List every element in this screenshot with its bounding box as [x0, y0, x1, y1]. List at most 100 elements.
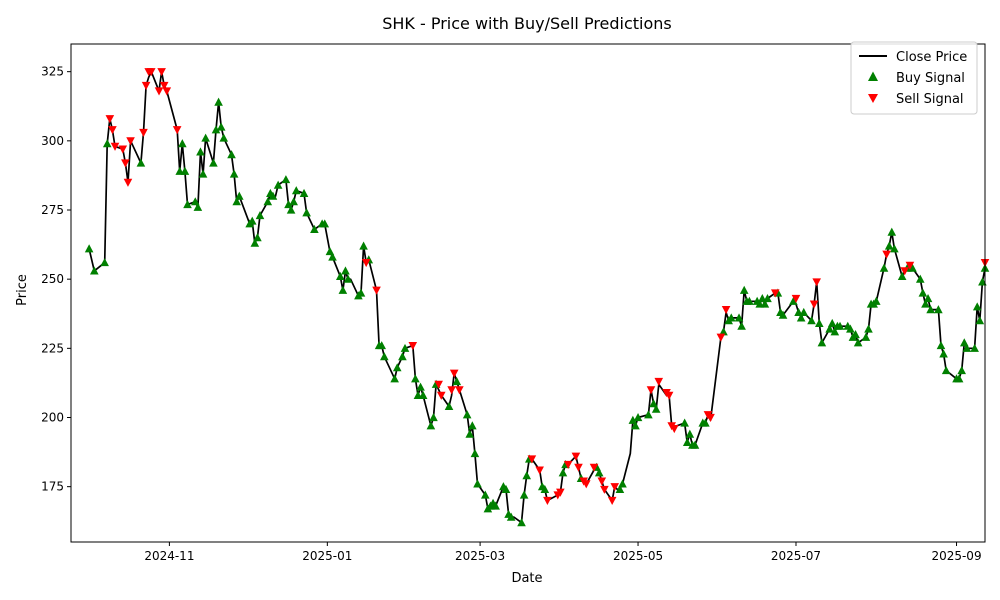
sell-signal-marker: [434, 380, 443, 389]
buy-signal-marker: [594, 468, 604, 477]
buy-signal-marker: [631, 421, 640, 430]
buy-signal-marker: [897, 271, 907, 280]
buy-signal-marker: [398, 352, 407, 361]
buy-signal-marker: [429, 413, 438, 422]
buy-signal-marker: [291, 186, 301, 195]
buy-signal-marker: [193, 202, 203, 211]
chart-title: SHK - Price with Buy/Sell Predictions: [382, 14, 672, 33]
buy-signal-marker: [644, 410, 653, 419]
sell-signal-series: [105, 68, 990, 505]
buy-signal-marker: [416, 382, 425, 391]
buy-signal-marker: [680, 418, 689, 427]
buy-signal-marker: [90, 266, 99, 275]
sell-signal-marker: [610, 483, 620, 492]
buy-signal-marker: [918, 288, 928, 297]
sell-signal-marker: [574, 463, 583, 472]
buy-signal-marker: [884, 241, 894, 250]
sell-signal-marker: [664, 391, 674, 400]
buy-signal-marker: [807, 316, 816, 325]
buy-signal-marker: [400, 343, 410, 352]
buy-signal-marker: [923, 294, 933, 303]
buy-signal-marker: [506, 512, 516, 521]
buy-signal-marker: [522, 471, 532, 480]
buy-signal-marker: [825, 324, 834, 333]
buy-signal-marker: [253, 233, 262, 242]
sell-signal-marker: [162, 87, 172, 96]
buy-signal-marker: [390, 374, 399, 383]
sell-signal-marker: [146, 68, 156, 77]
buy-signal-marker: [921, 299, 930, 308]
buy-signal-marker: [954, 374, 964, 383]
buy-signal-marker: [796, 313, 806, 322]
sell-signal-marker: [172, 126, 182, 135]
buy-signal-marker: [328, 252, 337, 261]
buy-signal-marker: [227, 150, 236, 159]
buy-signal-marker: [180, 166, 190, 175]
sell-signal-marker: [372, 286, 381, 295]
sell-signal-marker: [905, 261, 915, 270]
buy-signal-marker: [615, 484, 625, 494]
sell-signal-marker: [449, 369, 459, 378]
buy-signal-marker: [418, 390, 428, 399]
buy-signal-marker: [890, 244, 899, 253]
buy-signal-marker: [377, 341, 387, 350]
legend-buy-marker: [868, 71, 878, 81]
sell-signal-marker: [706, 413, 715, 422]
sell-signal-marker: [159, 81, 169, 90]
axes: 2024-11 2025-01 2025-03 2025-05 2025-07 2025-…: [41, 43, 986, 563]
sell-signal-marker: [527, 455, 537, 464]
buy-signal-marker: [846, 324, 855, 333]
buy-signal-marker: [501, 484, 511, 494]
sell-signal-marker: [118, 145, 128, 154]
buy-signal-marker: [426, 421, 436, 430]
y-tick-label: 200: [41, 411, 64, 425]
buy-signal-marker: [232, 197, 242, 206]
buy-signal-marker: [480, 490, 490, 499]
buy-signal-marker: [934, 305, 943, 314]
buy-signal-marker: [701, 418, 710, 427]
sell-signal-marker: [600, 485, 609, 494]
sell-signal-marker: [607, 496, 617, 505]
sell-signal-marker: [455, 386, 464, 395]
buy-signal-marker: [284, 199, 293, 209]
x-axis-title: Date: [511, 571, 542, 586]
buy-signal-marker: [462, 410, 472, 419]
buy-signal-marker: [491, 501, 500, 510]
buy-signal-marker: [830, 327, 840, 336]
x-tick-label: 2025-01: [302, 549, 352, 563]
sell-signal-marker: [571, 452, 581, 461]
buy-signal-marker: [302, 208, 311, 217]
sell-signal-marker: [581, 480, 591, 489]
buy-signal-marker: [936, 341, 946, 350]
buy-signal-marker: [887, 227, 897, 236]
buy-signal-marker: [972, 302, 982, 311]
buy-signal-marker: [734, 313, 744, 322]
buy-signal-marker: [468, 421, 477, 430]
buy-signal-marker: [452, 377, 462, 386]
buy-signal-marker: [229, 169, 239, 178]
sell-signal-marker: [535, 466, 544, 475]
sell-signal-marker: [589, 463, 599, 472]
buy-signal-marker: [957, 365, 966, 375]
y-tick-label: 325: [41, 65, 64, 79]
buy-signal-marker: [851, 330, 860, 339]
buy-signal-marker: [465, 429, 475, 438]
buy-signal-marker: [235, 191, 244, 200]
x-tick-label: 2024-11: [144, 549, 194, 563]
buy-signal-marker: [879, 263, 889, 272]
sell-signal-marker: [121, 159, 130, 168]
buy-signal-marker: [737, 321, 746, 330]
buy-signal-marker: [939, 349, 948, 358]
buy-signal-marker: [651, 404, 661, 413]
sell-signal-marker: [110, 142, 120, 151]
buy-signal-marker: [250, 238, 260, 247]
buy-signal-marker: [908, 263, 917, 272]
buy-signal-marker: [268, 191, 278, 200]
buy-signal-marker: [196, 147, 205, 156]
sell-signal-marker: [900, 267, 910, 276]
buy-signal-marker: [915, 274, 925, 283]
sell-signal-marker: [105, 115, 115, 124]
sell-signal-marker: [108, 126, 117, 135]
buy-signal-marker: [649, 399, 658, 408]
